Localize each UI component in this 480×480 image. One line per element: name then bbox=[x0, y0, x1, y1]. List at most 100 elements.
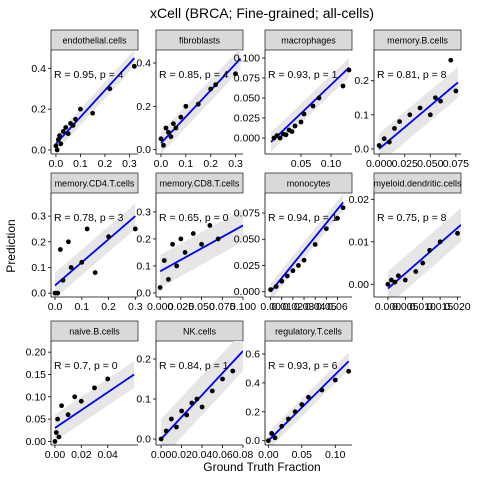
regression-line bbox=[378, 81, 459, 150]
data-point bbox=[402, 277, 408, 283]
figure-title: xCell (BRCA; Fine-grained; all-cells) bbox=[150, 5, 374, 21]
data-point bbox=[92, 270, 98, 276]
data-point bbox=[195, 101, 201, 107]
data-point bbox=[284, 273, 290, 279]
panel-endothelial.cells: endothelial.cells R = 0.95, p = 4 0.0 0.2 0.… bbox=[31, 29, 139, 170]
x-tick-label: 0.050 bbox=[417, 158, 443, 170]
data-point bbox=[174, 424, 179, 430]
data-point bbox=[296, 263, 301, 268]
data-point bbox=[301, 257, 307, 263]
plot-area: R = 0.95, p = 4 bbox=[53, 50, 137, 153]
x-tick-label: 0.1 bbox=[179, 158, 194, 170]
confidence-band bbox=[270, 194, 344, 297]
data-point bbox=[213, 82, 219, 88]
data-point bbox=[70, 123, 76, 128]
y-tick-label: 0.025 bbox=[234, 113, 260, 125]
data-point bbox=[420, 260, 426, 266]
panel-strip-label: naive.B.cells bbox=[69, 327, 120, 337]
x-tick-label: 0.0 bbox=[49, 158, 64, 170]
x-tick-label: 0.015 bbox=[427, 301, 453, 313]
data-point bbox=[78, 398, 84, 404]
data-point bbox=[427, 112, 433, 118]
y-tick-label: 0.10 bbox=[26, 391, 47, 403]
data-point bbox=[163, 125, 169, 131]
x-tick-label: 0.02 bbox=[283, 301, 304, 313]
data-point bbox=[131, 63, 137, 69]
data-point bbox=[182, 250, 188, 255]
data-point bbox=[170, 241, 175, 247]
panel-strip-label: NK.cells bbox=[183, 327, 217, 337]
data-point bbox=[178, 114, 184, 120]
x-tick-label: 0.01 bbox=[272, 301, 293, 313]
x-tick-label: 0.3 bbox=[122, 158, 137, 170]
y-tick-label: 0.000 bbox=[234, 133, 260, 145]
data-point bbox=[292, 409, 298, 415]
panel-strip-label: memory.B.cells bbox=[387, 36, 448, 46]
data-point bbox=[58, 141, 64, 147]
x-tick-label: 0.010 bbox=[410, 301, 436, 313]
y-tick-label: 0.2 bbox=[31, 104, 46, 116]
data-point bbox=[190, 231, 196, 236]
plot-area: R = 0.94, p = 1 bbox=[268, 194, 346, 297]
data-point bbox=[60, 129, 66, 134]
data-point bbox=[268, 287, 273, 293]
data-point bbox=[306, 394, 311, 400]
data-point bbox=[189, 400, 195, 406]
x-tick-label: 0.005 bbox=[392, 301, 418, 313]
x-tick-label: 0.02 bbox=[71, 449, 92, 461]
y-tick-label: 0.6 bbox=[245, 349, 260, 361]
x-tick-label: 0.00 bbox=[45, 449, 66, 461]
x-tick-label: 0.06 bbox=[212, 449, 233, 461]
panel-regulatory.T.cells: regulatory.T.cells R = 0.93, p = 6 0.0 0.2 0… bbox=[245, 320, 353, 461]
data-point bbox=[207, 223, 213, 228]
data-point bbox=[105, 376, 111, 382]
x-tick-label: 0.100 bbox=[230, 301, 256, 313]
x-tick-label: 0.04 bbox=[305, 301, 326, 313]
data-point bbox=[92, 385, 97, 391]
correlation-annotation: R = 0.93, p = 6 bbox=[268, 360, 338, 372]
data-point bbox=[453, 88, 459, 94]
correlation-annotation: R = 0.81, p = 8 bbox=[377, 69, 447, 81]
data-point bbox=[53, 430, 59, 435]
y-tick-label: 0.000 bbox=[234, 286, 260, 298]
x-tick-label: 0.1 bbox=[73, 158, 88, 170]
data-point bbox=[392, 126, 397, 131]
data-point bbox=[312, 242, 318, 247]
x-tick-label: 0.2 bbox=[101, 301, 116, 313]
data-point bbox=[438, 98, 443, 104]
data-point bbox=[199, 404, 205, 410]
data-point bbox=[301, 111, 307, 117]
data-point bbox=[56, 434, 62, 440]
data-point bbox=[346, 368, 352, 374]
data-point bbox=[73, 116, 78, 122]
x-tick-label: 0.020 bbox=[444, 301, 470, 313]
y-tick-label: 0.4 bbox=[31, 63, 46, 75]
x-tick-label: 0.10 bbox=[325, 449, 346, 461]
y-tick-label: 0.00 bbox=[349, 279, 370, 291]
panel-macrophages: macrophages R = 0.93, p = 1 0.000 0.025 0.05… bbox=[234, 29, 353, 170]
plot-area: R = 0.78, p = 3 bbox=[52, 203, 138, 297]
confidence-band bbox=[161, 341, 243, 445]
y-tick-label: 0.2 bbox=[354, 75, 369, 87]
data-point bbox=[389, 277, 394, 283]
y-tick-label: 0.05 bbox=[26, 414, 47, 426]
data-point bbox=[413, 269, 419, 274]
data-point bbox=[448, 57, 454, 63]
data-point bbox=[283, 132, 289, 138]
data-point bbox=[54, 147, 60, 153]
y-tick-label: 0.20 bbox=[26, 347, 47, 359]
panel-strip bbox=[264, 172, 353, 194]
data-point bbox=[52, 439, 58, 444]
x-tick-label: 0.000 bbox=[375, 301, 401, 313]
data-point bbox=[173, 125, 179, 131]
data-point bbox=[385, 281, 391, 287]
panel-strip-label: monocytes bbox=[287, 179, 331, 189]
data-point bbox=[433, 95, 438, 101]
data-point bbox=[72, 394, 78, 400]
correlation-annotation: R = 0.95, p = 4 bbox=[54, 69, 124, 81]
data-point bbox=[386, 139, 392, 145]
data-point bbox=[106, 234, 111, 240]
data-point bbox=[158, 436, 164, 442]
correlation-annotation: R = 0.78, p = 3 bbox=[54, 212, 124, 224]
data-point bbox=[66, 239, 71, 245]
